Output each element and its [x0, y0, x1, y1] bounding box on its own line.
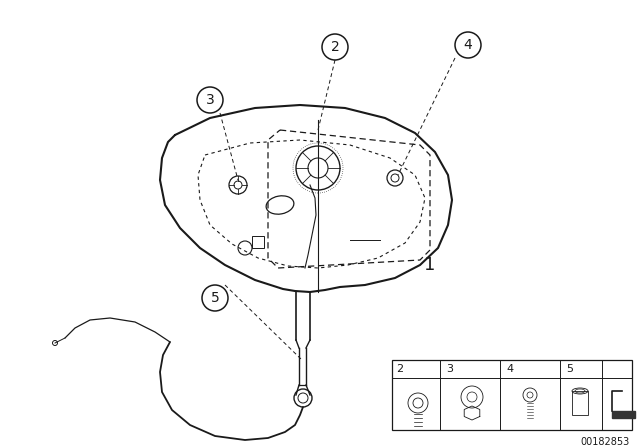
Text: 3: 3 [205, 93, 214, 107]
Text: 3: 3 [447, 364, 454, 374]
Text: 1: 1 [424, 256, 436, 274]
Text: 2: 2 [396, 364, 404, 374]
Text: 4: 4 [463, 38, 472, 52]
Text: 2: 2 [331, 40, 339, 54]
Bar [392, 360, 632, 430]
Bar [572, 391, 588, 415]
Bar [252, 236, 264, 248]
Text: 4: 4 [506, 364, 513, 374]
Text: 00182853: 00182853 [580, 437, 630, 447]
Text: 5: 5 [566, 364, 573, 374]
Text: 5: 5 [211, 291, 220, 305]
Polygon shape [612, 411, 635, 418]
